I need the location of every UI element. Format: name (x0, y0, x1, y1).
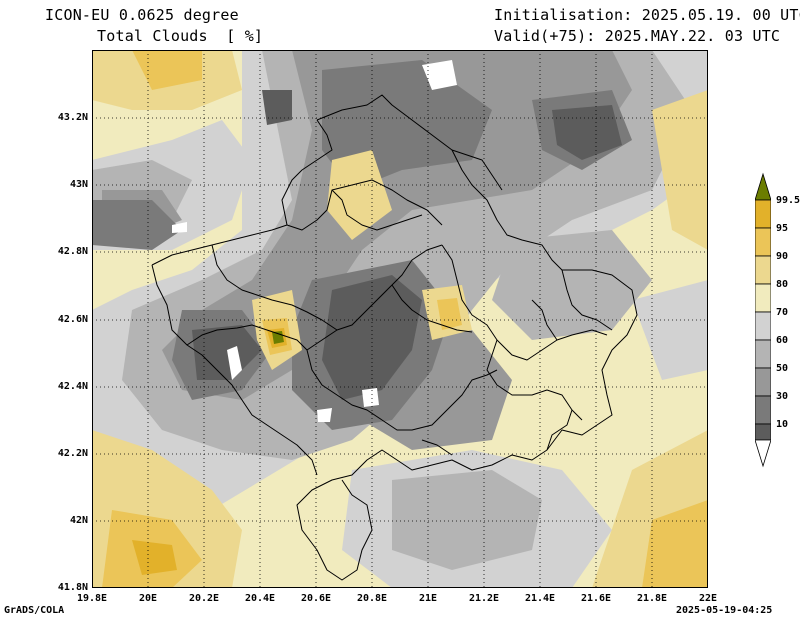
lat-label: 42.6N (57, 314, 88, 325)
cloud-map (92, 50, 708, 588)
lon-label: 20E (138, 593, 158, 604)
lat-label: 43N (69, 179, 88, 190)
legend-label: 50 (776, 363, 789, 374)
map-frame (92, 50, 708, 588)
legend-swatch (755, 367, 771, 397)
lon-label: 21.2E (468, 593, 500, 604)
cloud-under-10 (172, 60, 457, 422)
legend-swatch (755, 227, 771, 257)
legend-label: 30 (776, 391, 789, 402)
footer-software: GrADS/COLA (4, 605, 65, 616)
legend-swatch (755, 199, 771, 229)
legend-label: 95 (776, 223, 789, 234)
lat-label: 43.2N (57, 112, 88, 123)
valid-time: Valid(+75): 2025.MAY.22. 03 UTC (494, 27, 781, 45)
lon-label: 21.6E (580, 593, 612, 604)
init-time: Initialisation: 2025.05.19. 00 UTC (494, 6, 800, 24)
legend-label: 99.5 (776, 195, 800, 206)
legend-label: 60 (776, 335, 789, 346)
lon-label: 22E (698, 593, 718, 604)
lat-label: 42.8N (57, 246, 88, 257)
legend-swatch (755, 172, 771, 201)
lon-label: 21.8E (636, 593, 668, 604)
legend-swatch (755, 423, 771, 441)
legend-swatch (755, 339, 771, 369)
lat-label: 42.4N (57, 381, 88, 392)
lat-label: 42.2N (57, 448, 88, 459)
legend-swatch (755, 439, 771, 468)
grid-lines (92, 50, 708, 588)
legend-label: 90 (776, 251, 789, 262)
legend-label: 10 (776, 419, 789, 430)
model-title: ICON-EU 0.0625 degree (45, 6, 239, 24)
footer-timestamp: 2025-05-19-04:25 (676, 605, 773, 616)
legend-swatch (755, 255, 771, 285)
lon-label: 19.8E (76, 593, 108, 604)
legend-label: 70 (776, 307, 789, 318)
legend-swatch (755, 395, 771, 425)
lon-label: 20.4E (244, 593, 276, 604)
lon-label: 21.4E (524, 593, 556, 604)
legend-label: 80 (776, 279, 789, 290)
lon-label: 21E (418, 593, 438, 604)
lon-label: 20.6E (300, 593, 332, 604)
lon-label: 20.2E (188, 593, 220, 604)
legend-colorbar (755, 172, 771, 468)
lon-label: 20.8E (356, 593, 388, 604)
lat-label: 42N (69, 515, 88, 526)
lat-label: 41.8N (57, 582, 88, 593)
variable-title: Total Clouds [ %] (97, 27, 264, 45)
legend-swatch (755, 283, 771, 313)
cloud-10-30 (192, 90, 622, 400)
borders (151, 94, 638, 581)
cloud-over-99 (272, 331, 284, 344)
legend-swatch (755, 311, 771, 341)
